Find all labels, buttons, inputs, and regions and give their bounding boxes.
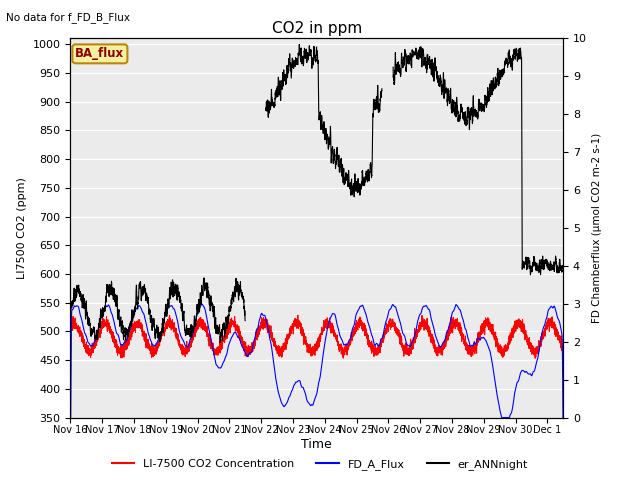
Y-axis label: FD Chamberflux (μmol CO2 m-2 s-1): FD Chamberflux (μmol CO2 m-2 s-1) xyxy=(593,133,602,323)
X-axis label: Time: Time xyxy=(301,438,332,451)
Text: BA_flux: BA_flux xyxy=(76,48,124,60)
Legend: LI-7500 CO2 Concentration, FD_A_Flux, er_ANNnight: LI-7500 CO2 Concentration, FD_A_Flux, er… xyxy=(108,455,532,474)
Title: CO2 in ppm: CO2 in ppm xyxy=(271,21,362,36)
Y-axis label: LI7500 CO2 (ppm): LI7500 CO2 (ppm) xyxy=(17,177,27,279)
Text: No data for f_FD_B_Flux: No data for f_FD_B_Flux xyxy=(6,12,131,23)
